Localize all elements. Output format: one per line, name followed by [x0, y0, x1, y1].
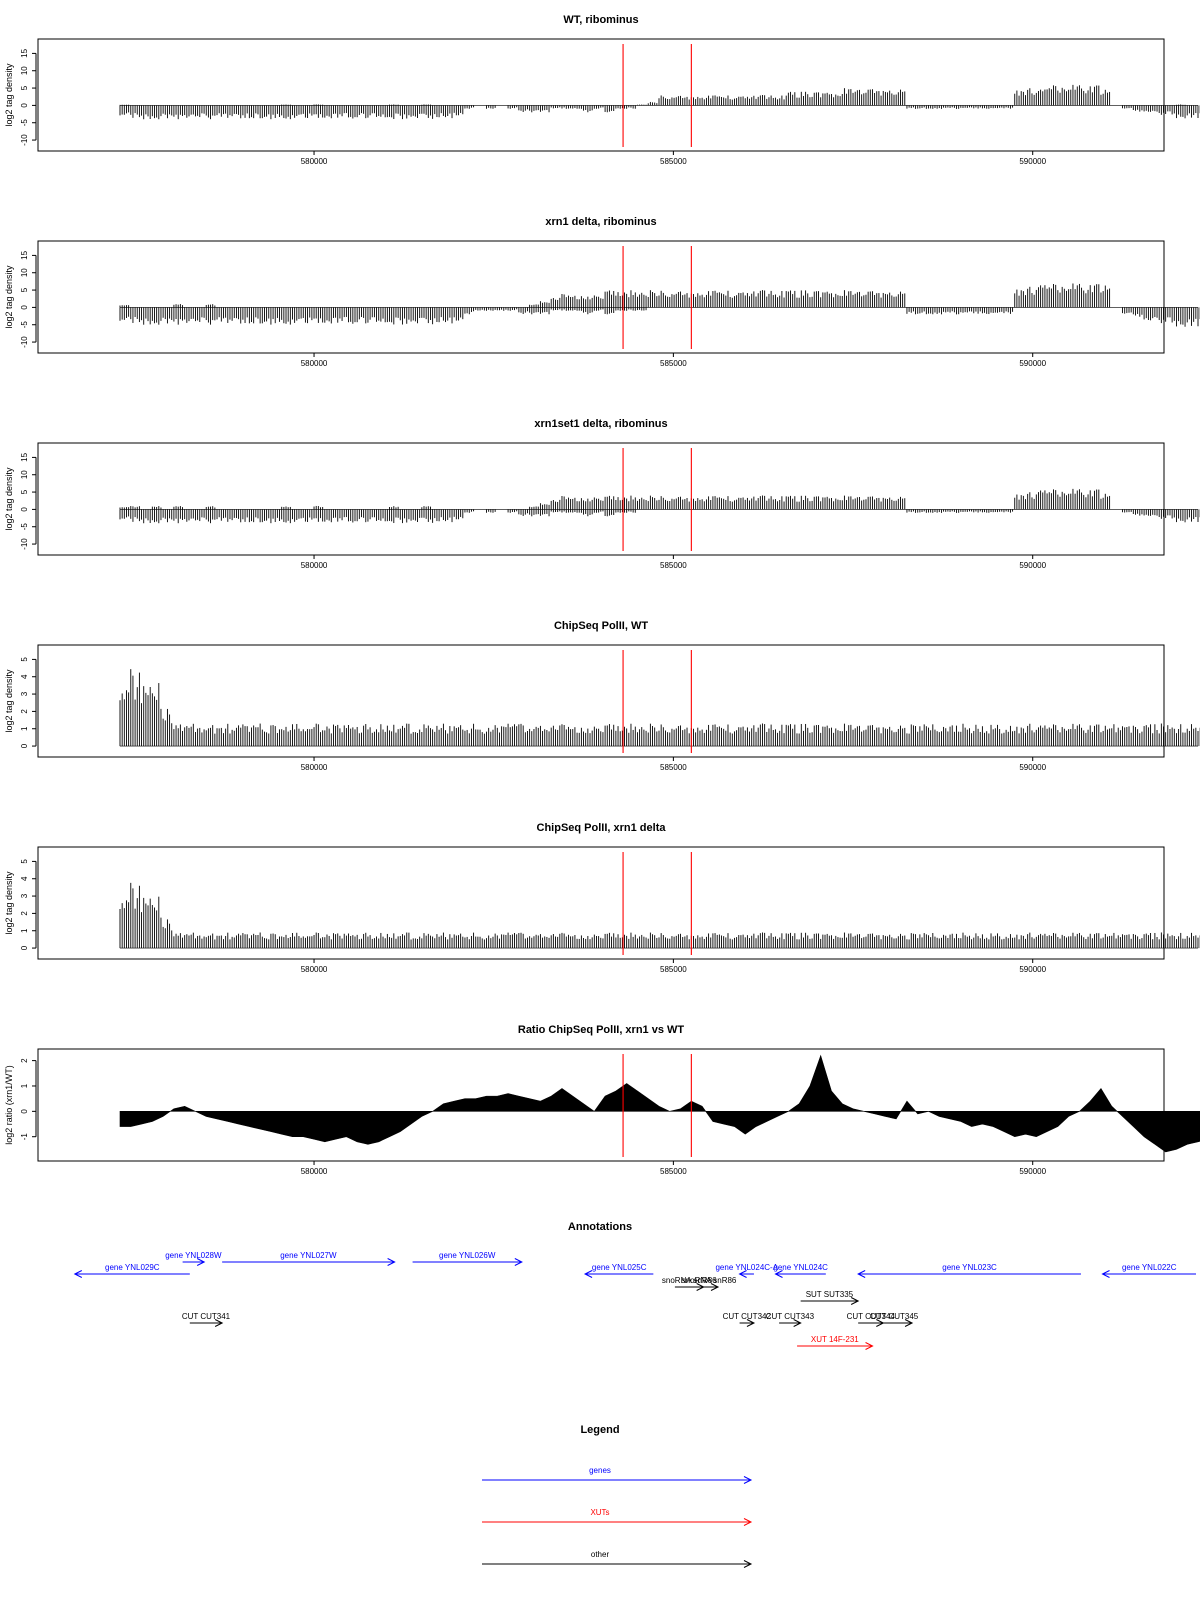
x-tick-label: 580000	[301, 157, 328, 166]
x-tick-label: 580000	[301, 359, 328, 368]
density-bars	[119, 488, 1200, 524]
chart-panel-3: xrn1set1 delta, ribominus log2 tag densit…	[4, 418, 1200, 570]
y-tick-label: 0	[20, 103, 29, 108]
y-axis-label: log2 tag density	[4, 669, 14, 733]
plot-frame	[37, 240, 1165, 354]
y-tick-label: 15	[20, 250, 29, 259]
density-bars	[119, 283, 1200, 327]
y-tick-label: 5	[20, 287, 29, 292]
y-tick-label: -5	[20, 523, 29, 531]
y-tick-label: -10	[20, 336, 29, 348]
y-tick-label: 15	[20, 452, 29, 461]
y-tick-label: 0	[20, 507, 29, 512]
x-tick-label: 585000	[660, 561, 687, 570]
x-tick-label: 590000	[1019, 359, 1046, 368]
plot-frame	[37, 38, 1165, 152]
y-tick-label: -5	[20, 119, 29, 127]
chart-title: WT, ribominus	[563, 14, 638, 26]
density-bars	[119, 669, 1200, 747]
x-tick-label: 585000	[660, 359, 687, 368]
y-tick-label: -5	[20, 321, 29, 329]
chart-title: xrn1set1 delta, ribominus	[534, 418, 667, 430]
y-tick-label: 10	[20, 470, 29, 479]
y-tick-label: 15	[20, 48, 29, 57]
y-tick-label: 10	[20, 268, 29, 277]
x-tick-label: 590000	[1019, 561, 1046, 570]
plot-frame	[37, 644, 1165, 758]
x-tick-label: 585000	[660, 763, 687, 772]
chart-panel-4: ChipSeq PolII, WT log2 tag density 0 1 2 3 4 5 5…	[4, 620, 1200, 772]
y-tick-label: 0	[20, 305, 29, 310]
x-tick-label: 585000	[660, 157, 687, 166]
x-tick-label: 580000	[301, 763, 328, 772]
density-bars	[119, 84, 1200, 120]
y-tick-label: 4	[20, 674, 29, 679]
y-tick-label: 0	[20, 743, 29, 748]
y-tick-label: 10	[20, 66, 29, 75]
y-tick-label: 3	[20, 691, 29, 696]
y-tick-label: 5	[20, 85, 29, 90]
y-tick-label: 5	[20, 657, 29, 662]
chart-panel-1: WT, ribominus log2 tag density -10 -5 0 5 10 15…	[4, 14, 1200, 166]
y-axis-label: log2 tag density	[4, 467, 14, 531]
x-tick-label: 580000	[301, 561, 328, 570]
chart-panel-2: xrn1 delta, ribominus log2 tag density -10…	[4, 216, 1200, 368]
y-axis-label: log2 tag density	[4, 63, 14, 127]
y-tick-label: -10	[20, 538, 29, 550]
y-tick-label: -10	[20, 134, 29, 146]
y-axis-label: log2 tag density	[4, 265, 14, 329]
x-tick-label: 590000	[1019, 763, 1046, 772]
y-tick-label: 1	[20, 726, 29, 731]
y-tick-label: 5	[20, 489, 29, 494]
chart-title: xrn1 delta, ribominus	[545, 216, 656, 228]
chart-title: ChipSeq PolII, WT	[554, 620, 648, 632]
plot-frame	[37, 442, 1165, 556]
x-tick-label: 590000	[1019, 157, 1046, 166]
y-tick-label: 2	[20, 709, 29, 714]
